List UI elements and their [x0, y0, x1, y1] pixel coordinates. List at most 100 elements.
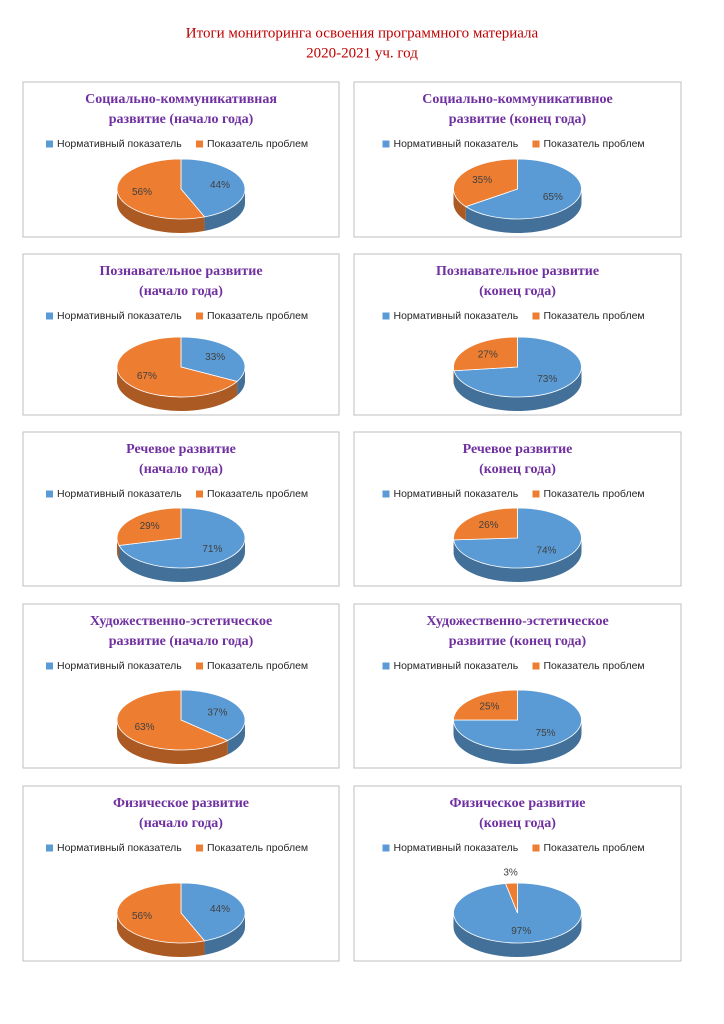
- data-label: 44%: [210, 180, 230, 191]
- data-label: 73%: [537, 374, 557, 385]
- chart-title: развитие (конец года): [449, 634, 587, 649]
- legend-swatch: [532, 662, 540, 670]
- legend-label: Нормативный показатель: [57, 488, 182, 500]
- data-label: 63%: [135, 722, 155, 733]
- legend-label: Нормативный показатель: [394, 138, 519, 150]
- legend-swatch: [46, 844, 53, 852]
- pie-slice: [116, 882, 206, 944]
- pie-slice: [180, 336, 246, 382]
- data-label: 25%: [479, 701, 499, 712]
- data-label: 74%: [536, 545, 556, 556]
- pie-side: [204, 913, 245, 955]
- chart-title: развитие (конец года): [449, 112, 587, 127]
- chart-title: развитие (начало года): [109, 112, 254, 127]
- chart-title: (конец года): [479, 284, 556, 299]
- data-label: 33%: [205, 352, 225, 363]
- legend-swatch: [382, 140, 390, 148]
- legend-swatch: [46, 662, 53, 670]
- chart-title: Познавательное развитие: [99, 264, 262, 279]
- legend-label: Показатель проблем: [544, 138, 645, 150]
- data-label: 3%: [503, 867, 518, 878]
- chart-title: Познавательное развитие: [436, 264, 599, 279]
- chart-title: Художественно-эстетическое: [426, 614, 608, 629]
- chart-title: Социально-коммуникативное: [422, 92, 612, 107]
- pie-side: [117, 189, 205, 233]
- pie-side: [454, 367, 582, 411]
- data-label: 44%: [210, 904, 230, 915]
- pie-slice: [453, 158, 518, 208]
- pie-side: [465, 189, 582, 233]
- chart-title: (начало года): [139, 462, 223, 477]
- pie-side: [453, 538, 582, 582]
- data-label: 75%: [536, 728, 556, 739]
- legend-label: Нормативный показатель: [394, 310, 519, 322]
- legend-label: Показатель проблем: [544, 488, 645, 500]
- pie-side: [453, 913, 582, 957]
- legend-label: Показатель проблем: [207, 310, 308, 322]
- legend-swatch: [382, 312, 390, 320]
- legend-swatch: [46, 140, 53, 148]
- legend-label: Нормативный показатель: [394, 660, 519, 672]
- legend-swatch: [532, 490, 540, 498]
- legend-label: Показатель проблем: [207, 660, 308, 672]
- data-label: 26%: [479, 520, 499, 531]
- chart-title: развитие (начало года): [109, 634, 254, 649]
- pie-side: [117, 913, 205, 957]
- chart-title: Физическое развитие: [449, 796, 585, 811]
- chart-title: Художественно-эстетическое: [90, 614, 272, 629]
- legend-swatch: [532, 312, 540, 320]
- pie-slice: [180, 158, 246, 218]
- pie-slice: [453, 689, 582, 751]
- legend-label: Нормативный показатель: [57, 660, 182, 672]
- chart-title: Физическое развитие: [113, 796, 249, 811]
- data-label: 97%: [511, 926, 531, 937]
- page-title: Итоги мониторинга освоения программного …: [186, 25, 539, 41]
- legend-label: Нормативный показатель: [394, 488, 519, 500]
- pie-side: [204, 189, 245, 231]
- legend-swatch: [532, 140, 540, 148]
- legend-swatch: [532, 844, 540, 852]
- data-label: 29%: [140, 521, 160, 532]
- chart-title: (конец года): [479, 462, 556, 477]
- legend-label: Нормативный показатель: [57, 842, 182, 854]
- legend-label: Нормативный показатель: [57, 310, 182, 322]
- legend-label: Показатель проблем: [544, 660, 645, 672]
- pie-side: [119, 538, 245, 582]
- data-label: 71%: [202, 544, 222, 555]
- legend-swatch: [196, 140, 203, 148]
- legend-swatch: [196, 844, 203, 852]
- legend-swatch: [196, 490, 203, 498]
- data-label: 67%: [137, 371, 157, 382]
- pie-slice: [180, 689, 246, 741]
- legend-swatch: [196, 312, 203, 320]
- legend-label: Показатель проблем: [207, 842, 308, 854]
- legend-swatch: [382, 844, 390, 852]
- pie-slice: [116, 689, 229, 751]
- pie-side: [117, 720, 228, 764]
- page-subtitle: 2020-2021 уч. год: [306, 45, 418, 61]
- pie-side: [453, 720, 582, 764]
- pie-slice: [453, 507, 518, 541]
- legend-label: Показатель проблем: [544, 842, 645, 854]
- pie-slice: [116, 507, 182, 546]
- legend-swatch: [46, 490, 53, 498]
- chart-title: (начало года): [139, 816, 223, 831]
- legend-label: Нормативный показатель: [394, 842, 519, 854]
- pie-side: [117, 367, 238, 411]
- pie-side: [117, 538, 120, 560]
- legend-label: Нормативный показатель: [57, 138, 182, 150]
- legend-label: Показатель проблем: [544, 310, 645, 322]
- chart-title: Речевое развитие: [126, 442, 236, 457]
- pie-slice: [464, 158, 582, 220]
- legend-label: Показатель проблем: [207, 138, 308, 150]
- data-label: 56%: [132, 187, 152, 198]
- data-label: 35%: [472, 175, 492, 186]
- pie-slice: [116, 158, 206, 220]
- chart-title: Социально-коммуникативная: [85, 92, 277, 107]
- data-label: 65%: [543, 192, 563, 203]
- data-label: 27%: [478, 349, 498, 360]
- pie-slice: [116, 336, 238, 398]
- chart-title: (начало года): [139, 284, 223, 299]
- legend-swatch: [382, 490, 390, 498]
